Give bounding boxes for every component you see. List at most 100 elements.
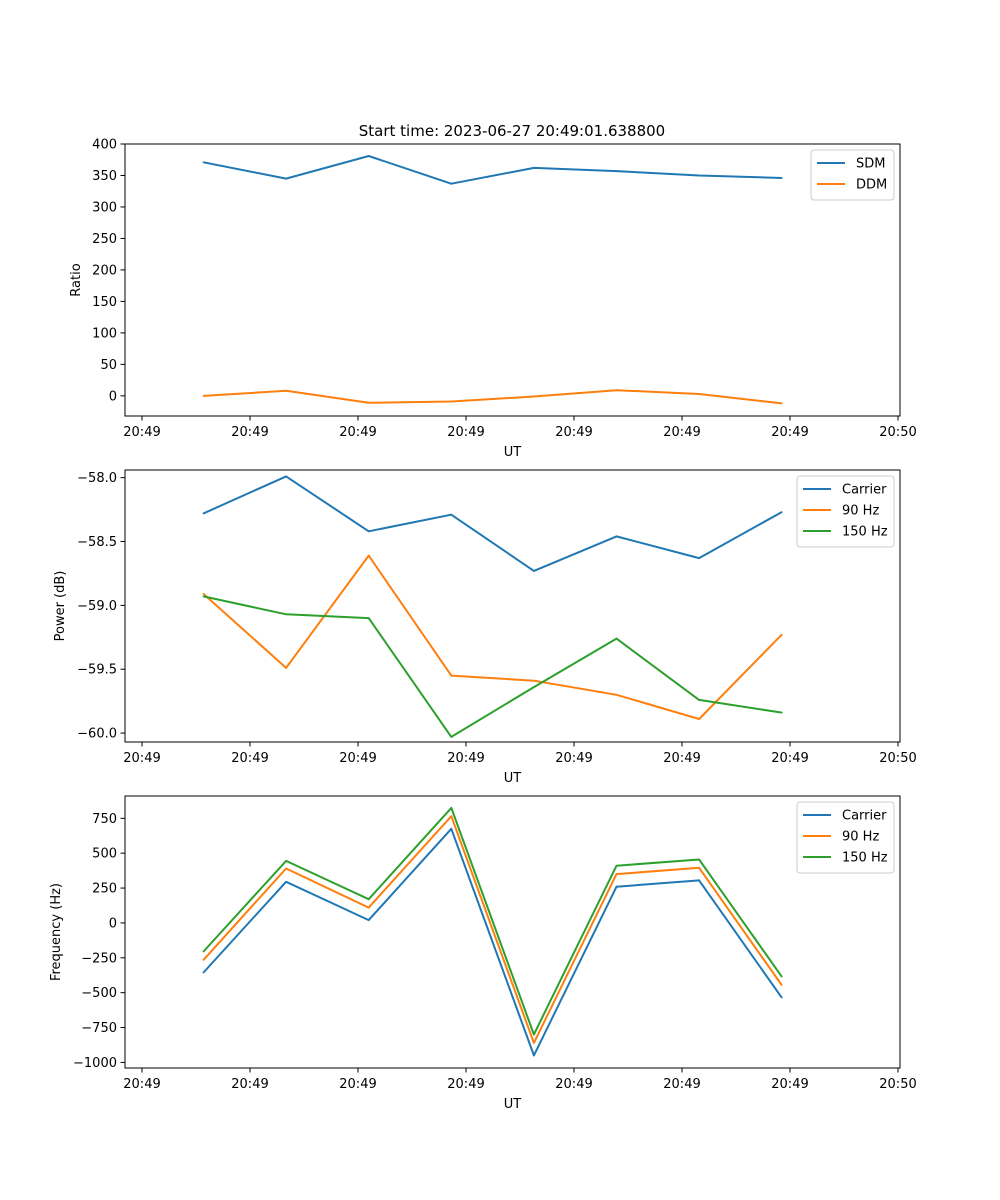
- data-point: [450, 674, 453, 677]
- series-line-150-hz: [202, 806, 783, 1036]
- x-axis-label: UT: [504, 1097, 522, 1112]
- y-tick-label: −59.0: [77, 599, 117, 614]
- data-point: [533, 679, 535, 682]
- data-point: [450, 827, 453, 830]
- data-point: [285, 177, 287, 180]
- data-point: [615, 170, 618, 172]
- x-tick-label: 20:49: [231, 751, 268, 766]
- x-tick-label: 20:49: [123, 1077, 160, 1092]
- x-tick-label: 20:49: [771, 751, 808, 766]
- x-tick-label: 20:49: [123, 425, 160, 440]
- data-point: [285, 613, 287, 616]
- data-point: [202, 971, 205, 974]
- series-line-90-hz: [202, 554, 783, 720]
- data-point: [367, 554, 370, 557]
- legend-label: 90 Hz: [842, 504, 879, 519]
- legend-label: 90 Hz: [842, 830, 879, 845]
- y-tick-label: 250: [92, 882, 117, 897]
- data-point: [780, 996, 783, 999]
- data-point: [698, 858, 700, 861]
- data-point: [780, 984, 783, 986]
- data-point: [533, 395, 535, 398]
- y-tick-label: −60.0: [77, 727, 117, 742]
- y-tick-label: 100: [92, 326, 117, 341]
- data-point: [367, 919, 370, 922]
- data-point: [780, 711, 783, 714]
- data-point: [202, 161, 205, 164]
- y-axis-label: Frequency (Hz): [49, 883, 64, 981]
- x-tick-label: 20:49: [663, 1077, 700, 1092]
- x-tick-label: 20:49: [339, 1077, 376, 1092]
- data-point: [202, 592, 205, 595]
- y-tick-label: 250: [92, 232, 117, 247]
- series-line-sdm: [203, 155, 782, 185]
- x-tick-label: 20:49: [555, 751, 592, 766]
- data-point: [615, 693, 618, 696]
- series-line-150-hz: [203, 595, 782, 738]
- legend-label: 150 Hz: [842, 851, 888, 866]
- data-point: [450, 806, 453, 809]
- data-point: [533, 1054, 535, 1057]
- data-point: [533, 686, 535, 688]
- y-tick-label: 200: [92, 263, 117, 278]
- data-point: [202, 950, 205, 953]
- data-point: [450, 182, 453, 185]
- y-axis-label: Power (dB): [53, 571, 68, 642]
- y-tick-label: 300: [92, 200, 117, 215]
- data-point: [615, 885, 618, 888]
- y-tick-label: −58.0: [77, 471, 117, 486]
- legend-box: [796, 475, 895, 548]
- data-point: [450, 815, 453, 818]
- x-tick-label: 20:49: [555, 425, 592, 440]
- subplot-3: 20:49 20:49 20:49 20:49 20:49 20:49 20:49 20:50…: [49, 795, 917, 1112]
- data-point: [698, 174, 700, 177]
- legend: Carrier 90 Hz 150 Hz: [796, 801, 895, 874]
- series-line-ddm: [203, 389, 782, 405]
- x-axis-label: UT: [504, 771, 522, 786]
- data-point: [533, 1041, 535, 1044]
- y-tick-label: −59.5: [77, 663, 117, 678]
- data-point: [698, 557, 700, 560]
- y-tick-label: 400: [92, 138, 117, 153]
- x-tick-label: 20:49: [123, 751, 160, 766]
- x-tick-label: 20:49: [447, 425, 484, 440]
- data-point: [367, 617, 370, 620]
- x-tick-label: 20:49: [231, 425, 268, 440]
- x-tick-label: 20:49: [339, 425, 376, 440]
- x-tick-label: 20:49: [771, 425, 808, 440]
- legend-label: SDM: [856, 157, 885, 172]
- data-point: [780, 511, 783, 514]
- data-point: [285, 867, 287, 870]
- plots: 20:49 20:49 20:49 20:49 20:49 20:49 20:49 20:50…: [49, 138, 917, 1113]
- x-tick-label: 20:49: [555, 1077, 592, 1092]
- data-point: [202, 394, 205, 397]
- y-tick-label: −500: [81, 986, 117, 1001]
- data-point: [615, 389, 618, 392]
- y-tick-label: 50: [100, 358, 117, 373]
- axes-frame: [124, 795, 901, 1069]
- subplot-1: 20:49 20:49 20:49 20:49 20:49 20:49 20:49 20:50…: [69, 138, 917, 461]
- y-tick-label: −250: [81, 951, 117, 966]
- y-axis-label: Ratio: [69, 263, 84, 296]
- y-tick-label: 350: [92, 169, 117, 184]
- axes-frame: [124, 143, 901, 417]
- data-point: [698, 698, 700, 701]
- x-tick-label: 20:50: [879, 425, 916, 440]
- data-point: [450, 735, 453, 738]
- data-point: [367, 155, 370, 157]
- data-point: [450, 400, 453, 403]
- data-point: [367, 906, 370, 909]
- legend-label: DDM: [856, 178, 887, 193]
- data-point: [533, 1033, 535, 1036]
- legend-label: Carrier: [842, 809, 887, 824]
- axes-frame: [124, 469, 901, 743]
- x-tick-label: 20:50: [879, 1077, 916, 1092]
- data-point: [202, 595, 205, 598]
- x-tick-label: 20:50: [879, 751, 916, 766]
- data-point: [285, 389, 287, 392]
- x-tick-label: 20:49: [447, 751, 484, 766]
- x-tick-label: 20:49: [447, 1077, 484, 1092]
- data-point: [615, 864, 618, 867]
- x-tick-label: 20:49: [339, 751, 376, 766]
- data-point: [780, 177, 783, 179]
